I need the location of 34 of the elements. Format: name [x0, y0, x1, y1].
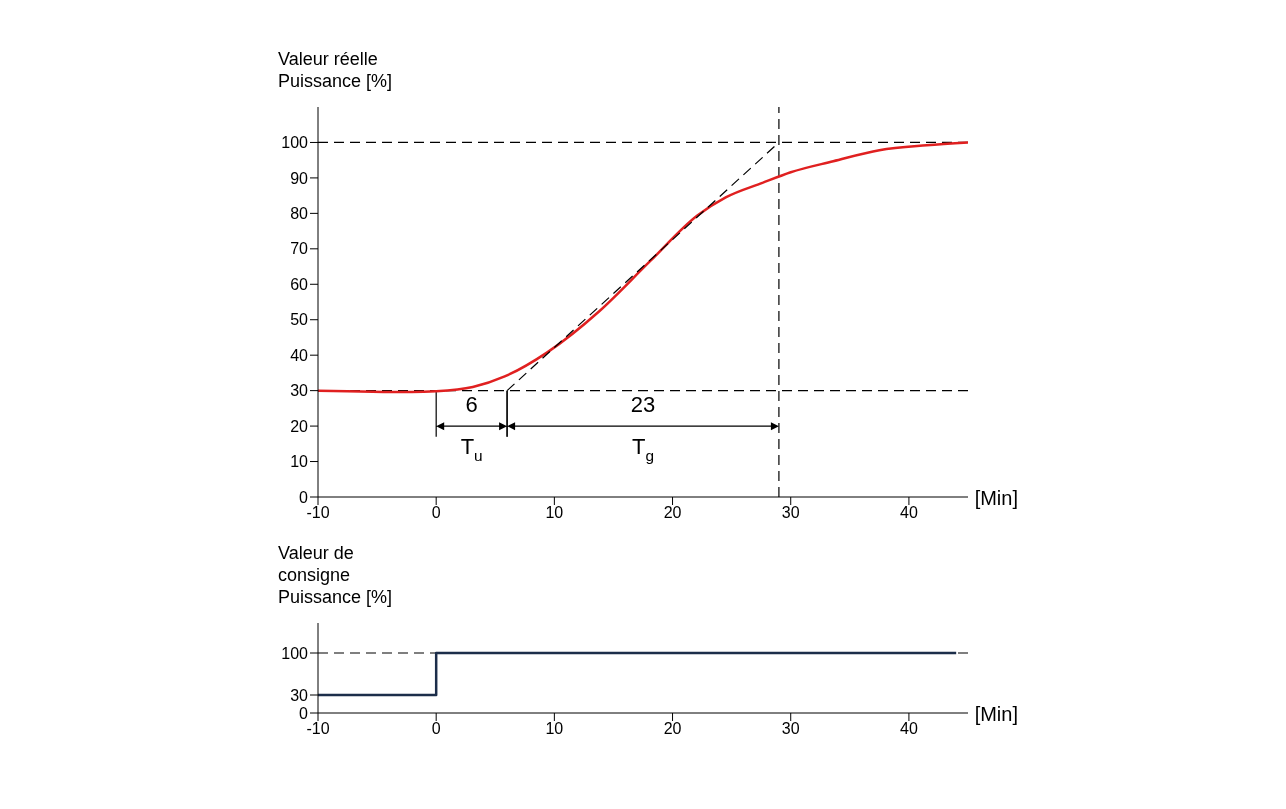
y-tick-label: 100	[281, 134, 309, 152]
x-tick-label: 20	[663, 720, 682, 738]
y-axis-title: Valeur réelle Puissance [%]	[278, 48, 394, 92]
x-tick-label: 0	[431, 504, 441, 522]
y-tick-label: 80	[290, 205, 309, 223]
x-tick-label: 20	[663, 504, 682, 522]
x-tick-label: -10	[306, 720, 330, 738]
annotation: 23	[630, 391, 656, 417]
x-tick-label: 0	[431, 720, 441, 738]
y-tick-label: 40	[290, 346, 309, 364]
x-axis-title: [Min]	[974, 703, 1018, 726]
x-axis-title: [Min]	[974, 487, 1018, 510]
y-tick-label: 90	[290, 169, 309, 187]
y-tick-label: 70	[290, 240, 309, 258]
y-tick-label: 100	[281, 644, 309, 662]
annotation: T$_{u}$	[460, 433, 483, 464]
y-tick-label: 50	[290, 311, 309, 329]
x-tick-label: 10	[545, 720, 564, 738]
x-tick-label: 30	[781, 504, 800, 522]
y-tick-label: 20	[290, 417, 309, 435]
x-tick-label: 40	[900, 504, 918, 522]
annotation: 6	[465, 391, 478, 417]
x-tick-label: 40	[900, 720, 918, 738]
x-tick-label: 30	[781, 720, 800, 738]
y-tick-label: 60	[290, 275, 309, 293]
y-tick-label: 30	[290, 686, 309, 704]
annotation: T$_{g}$	[631, 433, 655, 464]
y-tick-label: 0	[299, 488, 309, 506]
x-tick-label: 10	[545, 504, 564, 522]
y-axis-title: Valeur de consigne Puissance [%]	[278, 542, 394, 608]
x-tick-label: -10	[306, 504, 330, 522]
y-tick-label: 10	[290, 453, 309, 471]
y-tick-label: 0	[299, 704, 309, 722]
y-tick-label: 30	[290, 382, 309, 400]
